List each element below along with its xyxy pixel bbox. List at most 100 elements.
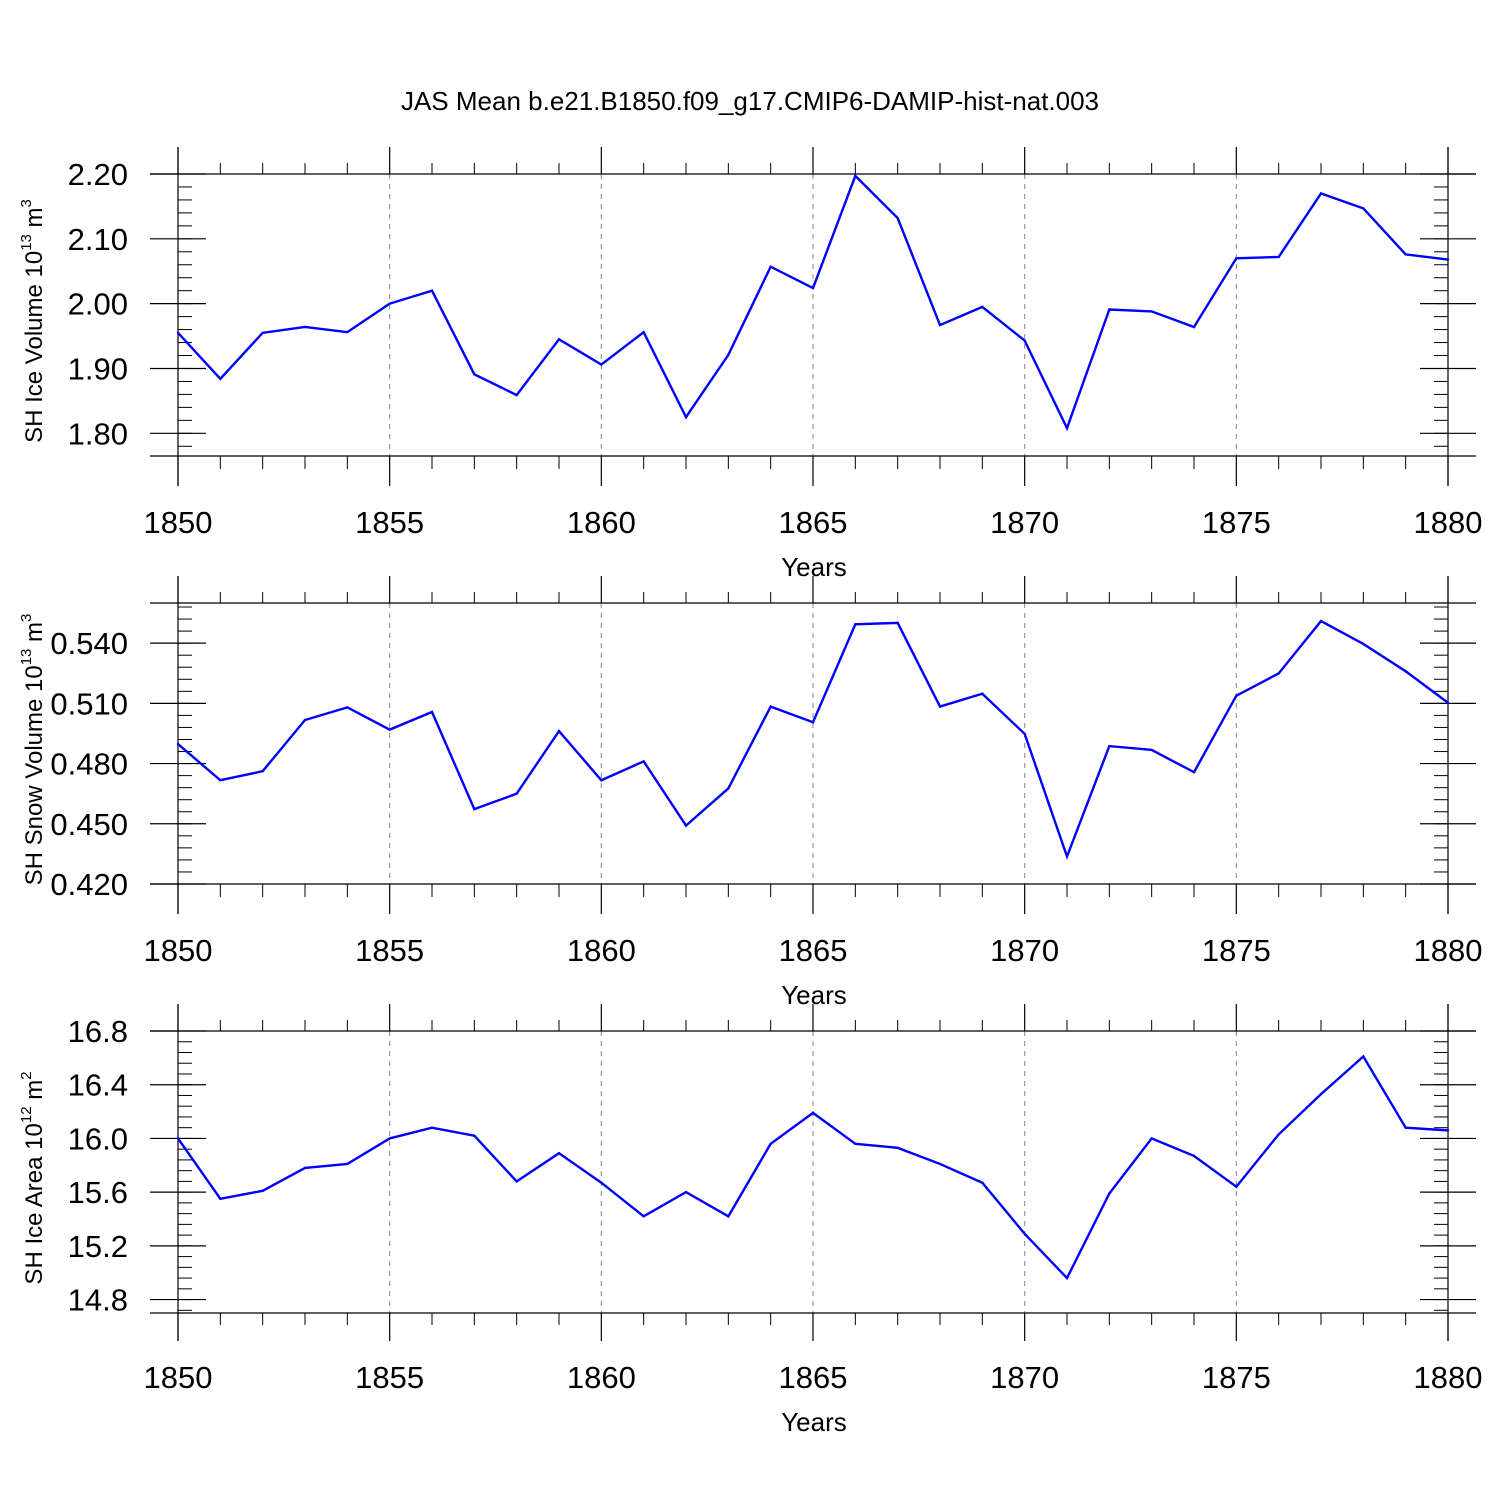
data-point — [600, 779, 603, 782]
data-point — [854, 1142, 857, 1146]
y-axis-title: SH Ice Area 1012 m2 — [18, 1071, 48, 1284]
x-tick-label: 1855 — [355, 505, 424, 540]
x-tick-label: 1875 — [1202, 1360, 1271, 1395]
x-tick-label: 1875 — [1202, 505, 1271, 540]
x-axis-title: Years — [781, 552, 847, 582]
data-point — [346, 330, 349, 334]
data-point — [684, 1190, 688, 1194]
data-point — [261, 1189, 264, 1193]
x-tick-label: 1865 — [779, 505, 848, 540]
data-point — [854, 623, 857, 626]
data-point — [1023, 1232, 1026, 1235]
data-point — [811, 286, 815, 290]
x-tick-label: 1880 — [1414, 505, 1483, 540]
y-tick-label: 16.8 — [68, 1014, 128, 1049]
x-tick-label: 1860 — [567, 505, 636, 540]
data-point — [1362, 207, 1365, 210]
data-point — [1446, 701, 1450, 704]
x-tick-label: 1850 — [144, 1360, 213, 1395]
data-point — [1065, 855, 1069, 858]
x-tick-label: 1870 — [990, 505, 1059, 540]
data-point — [981, 692, 984, 695]
data-point — [600, 1181, 603, 1184]
data-point — [1065, 1276, 1069, 1280]
y-tick-label: 0.480 — [50, 747, 128, 782]
data-point — [219, 1197, 222, 1201]
data-point — [811, 1111, 815, 1115]
x-tick-label: 1875 — [1202, 933, 1271, 968]
data-point — [1150, 310, 1153, 313]
y-tick-label: 16.4 — [68, 1068, 128, 1103]
y-tick-label: 0.450 — [50, 807, 128, 842]
data-point — [346, 706, 349, 709]
data-point — [303, 1166, 307, 1170]
data-point — [473, 807, 476, 811]
data-point — [557, 338, 561, 341]
data-point — [769, 1142, 772, 1146]
x-tick-label: 1865 — [779, 1360, 848, 1395]
y-tick-label: 15.2 — [68, 1229, 128, 1264]
panel-1: 1.80 1.90 2.00 2.10 2.20 1850 1855 1860 1865 1870… — [18, 147, 1482, 582]
data-point — [642, 330, 645, 334]
data-point — [1235, 257, 1238, 260]
x-axis-title: Years — [781, 1407, 847, 1437]
data-point — [642, 1215, 645, 1218]
y-tick-label: 16.0 — [68, 1121, 128, 1156]
panels-container: 1.80 1.90 2.00 2.10 2.20 1850 1855 1860 1865 1870… — [18, 147, 1482, 1437]
x-axis-title: Years — [781, 980, 847, 1010]
data-point — [896, 216, 899, 220]
data-point — [515, 1180, 518, 1183]
x-tick-label: 1880 — [1414, 933, 1483, 968]
data-point — [981, 305, 984, 309]
data-point — [557, 1152, 561, 1155]
data-point — [854, 174, 857, 178]
data-point — [1192, 1154, 1196, 1158]
data-point — [388, 1137, 391, 1140]
data-point — [430, 710, 434, 714]
data-point — [1023, 732, 1026, 736]
data-point — [1108, 744, 1111, 748]
data-point — [684, 824, 688, 827]
y-tick-label: 15.6 — [68, 1175, 128, 1210]
x-tick-label: 1860 — [567, 933, 636, 968]
panel-3: 14.8 15.2 15.6 16.0 16.4 16.8 1850 1855 1860 1865… — [18, 1004, 1482, 1437]
data-point — [1023, 339, 1026, 342]
data-point — [515, 792, 518, 795]
data-point — [938, 705, 942, 708]
data-point — [557, 729, 561, 733]
y-tick-label: 0.420 — [50, 867, 128, 902]
data-point — [473, 373, 476, 376]
y-tick-label: 14.8 — [68, 1283, 128, 1318]
x-tick-label: 1870 — [990, 933, 1059, 968]
data-point — [1319, 1092, 1323, 1096]
data-point — [303, 325, 307, 329]
data-point — [727, 787, 730, 790]
data-point — [1065, 426, 1069, 430]
data-point — [1404, 253, 1407, 256]
y-tick-label: 1.90 — [68, 351, 128, 386]
data-point — [1362, 1055, 1365, 1058]
x-tick-label: 1865 — [779, 933, 848, 968]
data-point — [1362, 642, 1365, 646]
chart-title: JAS Mean b.e21.B1850.f09_g17.CMIP6-DAMIP… — [401, 86, 1099, 116]
data-point — [769, 265, 772, 268]
data-point — [1192, 771, 1196, 774]
data-point — [1108, 308, 1111, 311]
y-tick-label: 2.00 — [68, 287, 128, 322]
data-point — [1277, 1133, 1280, 1136]
data-point — [1404, 670, 1407, 673]
panel-2: 0.420 0.450 0.480 0.510 0.540 1850 1855 1860 186… — [18, 576, 1482, 1010]
data-point — [176, 331, 180, 335]
data-point — [1404, 1126, 1407, 1129]
y-axis-title: SH Ice Volume 1013 m3 — [18, 199, 48, 443]
x-tick-label: 1855 — [355, 1360, 424, 1395]
data-point — [261, 331, 264, 335]
data-point — [388, 302, 391, 305]
data-point — [896, 1146, 899, 1150]
data-point — [261, 769, 264, 773]
data-point — [1319, 192, 1323, 195]
x-tick-label: 1870 — [990, 1360, 1059, 1395]
data-point — [1108, 1192, 1111, 1195]
data-point — [176, 742, 180, 746]
y-axis-title: SH Snow Volume 1013 m3 — [18, 614, 48, 886]
